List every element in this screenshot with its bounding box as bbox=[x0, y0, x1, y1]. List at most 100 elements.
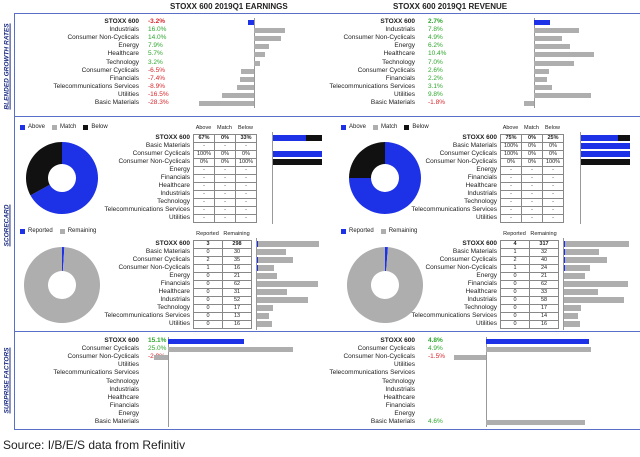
earnings-beats-cell: - bbox=[193, 182, 215, 191]
revenue-surprise-bar bbox=[486, 347, 591, 353]
earnings-reported-table: 3 298 0 30 2 35 1 16 0 21 0 62 0 31 0 52 0 17 0 13 0 16 bbox=[193, 240, 252, 329]
earnings-beats-cell: 33% bbox=[235, 134, 257, 143]
earnings-reported-header: Remaining bbox=[223, 231, 250, 237]
revenue-growth-value-label: 3.1% bbox=[428, 82, 443, 90]
revenue-reported-bar-remaining bbox=[565, 257, 608, 263]
earnings-beats-row-label: Consumer Cyclicals bbox=[132, 150, 190, 157]
earnings-surprise-bar bbox=[168, 339, 244, 344]
earnings-beats-header: Above bbox=[195, 125, 212, 131]
earnings-reported-row-label: Telecommunications Services bbox=[104, 312, 190, 319]
earnings-beats-cell: - bbox=[214, 182, 236, 191]
revenue-reported-row-label: Consumer Cyclicals bbox=[439, 256, 497, 263]
earnings-reported-row: 3 298 bbox=[193, 240, 252, 249]
earnings-surprise-category-label: Consumer Cyclicals bbox=[81, 345, 139, 353]
earnings-reported-bar-remaining bbox=[256, 281, 318, 287]
section-divider-bottom bbox=[14, 429, 640, 430]
earnings-beats-row: --- bbox=[193, 206, 257, 215]
earnings-growth-value-label: 7.9% bbox=[148, 42, 163, 50]
earnings-reported-row: 1 16 bbox=[193, 264, 252, 273]
revenue-growth-bar bbox=[534, 20, 550, 25]
revenue-reported-row-label: Telecommunications Services bbox=[411, 312, 497, 319]
revenue-growth-bar bbox=[534, 92, 591, 98]
earnings-reported-bar-remaining bbox=[258, 257, 293, 263]
section-vertical-divider bbox=[14, 13, 15, 429]
revenue-growth-category-label: Energy bbox=[394, 42, 415, 50]
revenue-beats-bar-segment bbox=[580, 135, 618, 141]
earnings-reported-legend-swatch bbox=[59, 228, 65, 234]
revenue-surprise-category-label: Technology bbox=[382, 377, 415, 385]
earnings-reported-bar-remaining bbox=[256, 297, 308, 303]
earnings-surprise-value-label: 25.0% bbox=[148, 345, 167, 353]
revenue-beats-legend-swatch bbox=[341, 124, 346, 130]
earnings-reported-row: 0 16 bbox=[193, 320, 252, 329]
revenue-growth-value-label: 7.0% bbox=[428, 58, 443, 66]
earnings-beats-legend-label: Match bbox=[60, 124, 77, 130]
earnings-beats-row: --- bbox=[193, 182, 257, 191]
earnings-growth-category-label: Industrials bbox=[109, 26, 139, 34]
revenue-reported-cell: 0 bbox=[500, 320, 530, 329]
revenue-surprise-zero-line bbox=[486, 337, 487, 428]
revenue-beats-slice-above bbox=[349, 142, 421, 214]
earnings-surprise-category-label: Basic Materials bbox=[94, 418, 139, 425]
revenue-beats-row-label: Consumer Non-Cyclicals bbox=[425, 158, 497, 165]
earnings-growth-bar bbox=[254, 52, 266, 58]
earnings-reported-bar-reported bbox=[256, 265, 258, 271]
earnings-beats-cell: - bbox=[235, 198, 257, 207]
revenue-surprise-category-label: STOXX 600 bbox=[380, 337, 415, 344]
revenue-reported-row: 4 317 bbox=[500, 240, 559, 249]
earnings-surprise-bar bbox=[168, 347, 293, 353]
earnings-beats-axis-line bbox=[272, 132, 273, 224]
revenue-reported-legend-swatch bbox=[380, 228, 386, 234]
earnings-growth-category-label: Financials bbox=[109, 74, 139, 82]
revenue-surprise-category-label: Basic Materials bbox=[370, 418, 415, 425]
earnings-beats-cell: - bbox=[214, 206, 236, 215]
earnings-reported-cell: 1 bbox=[193, 264, 223, 273]
earnings-reported-cell: 2 bbox=[193, 256, 223, 265]
revenue-beats-cell: 0% bbox=[521, 134, 543, 143]
revenue-reported-row-label: Industrials bbox=[467, 296, 497, 303]
earnings-beats-header: Below bbox=[238, 125, 253, 131]
earnings-surprise-category-label: Financials bbox=[109, 401, 139, 409]
revenue-beats-row-label: Utilities bbox=[476, 214, 497, 221]
earnings-beats-cell: - bbox=[235, 182, 257, 191]
earnings-growth-bar bbox=[221, 92, 254, 98]
revenue-growth-bar bbox=[534, 44, 570, 50]
revenue-reported-row: 0 62 bbox=[500, 280, 559, 289]
earnings-reported-row-label: Technology bbox=[157, 304, 190, 311]
revenue-reported-cell: 4 bbox=[500, 240, 530, 249]
revenue-beats-row: --- bbox=[500, 182, 564, 191]
revenue-reported-cell: 24 bbox=[529, 264, 559, 273]
revenue-reported-cell: 0 bbox=[500, 296, 530, 305]
earnings-reported-row-label: Energy bbox=[169, 272, 190, 279]
revenue-reported-slice-reported bbox=[385, 247, 388, 272]
revenue-beats-header: Below bbox=[545, 125, 560, 131]
earnings-reported-cell: 0 bbox=[193, 320, 223, 329]
earnings-reported-row: 0 13 bbox=[193, 312, 252, 321]
earnings-reported-cell: 0 bbox=[193, 272, 223, 281]
earnings-growth-bar bbox=[254, 36, 282, 42]
revenue-beats-cell: 0% bbox=[521, 158, 543, 167]
earnings-reported-cell: 0 bbox=[193, 304, 223, 313]
revenue-reported-bar-remaining bbox=[563, 289, 598, 295]
revenue-reported-cell: 21 bbox=[529, 272, 559, 281]
earnings-beats-cell: - bbox=[235, 214, 257, 223]
earnings-reported-row: 2 35 bbox=[193, 256, 252, 265]
earnings-beats-cell: - bbox=[193, 198, 215, 207]
revenue-reported-cell: 58 bbox=[529, 296, 559, 305]
earnings-growth-value-label: -3.2% bbox=[148, 18, 165, 25]
revenue-reported-cell: 14 bbox=[529, 312, 559, 321]
earnings-growth-category-label: Consumer Cyclicals bbox=[81, 66, 139, 74]
revenue-reported-row: 0 14 bbox=[500, 312, 559, 321]
earnings-growth-category-label: Telecommunications Services bbox=[53, 82, 139, 90]
revenue-reported-slice-remaining bbox=[347, 247, 423, 323]
earnings-beats-bar-segment bbox=[272, 151, 322, 157]
earnings-growth-category-label: Consumer Non-Cyclicals bbox=[67, 34, 139, 42]
earnings-beats-cell: - bbox=[193, 142, 215, 151]
revenue-reported-cell: 17 bbox=[529, 304, 559, 313]
earnings-beats-cell: - bbox=[235, 206, 257, 215]
earnings-beats-cell: - bbox=[214, 190, 236, 199]
revenue-reported-bar-remaining bbox=[563, 273, 586, 279]
earnings-beats-row-label: Technology bbox=[157, 198, 190, 205]
earnings-reported-cell: 0 bbox=[193, 296, 223, 305]
revenue-surprise-category-label: Energy bbox=[394, 409, 415, 417]
